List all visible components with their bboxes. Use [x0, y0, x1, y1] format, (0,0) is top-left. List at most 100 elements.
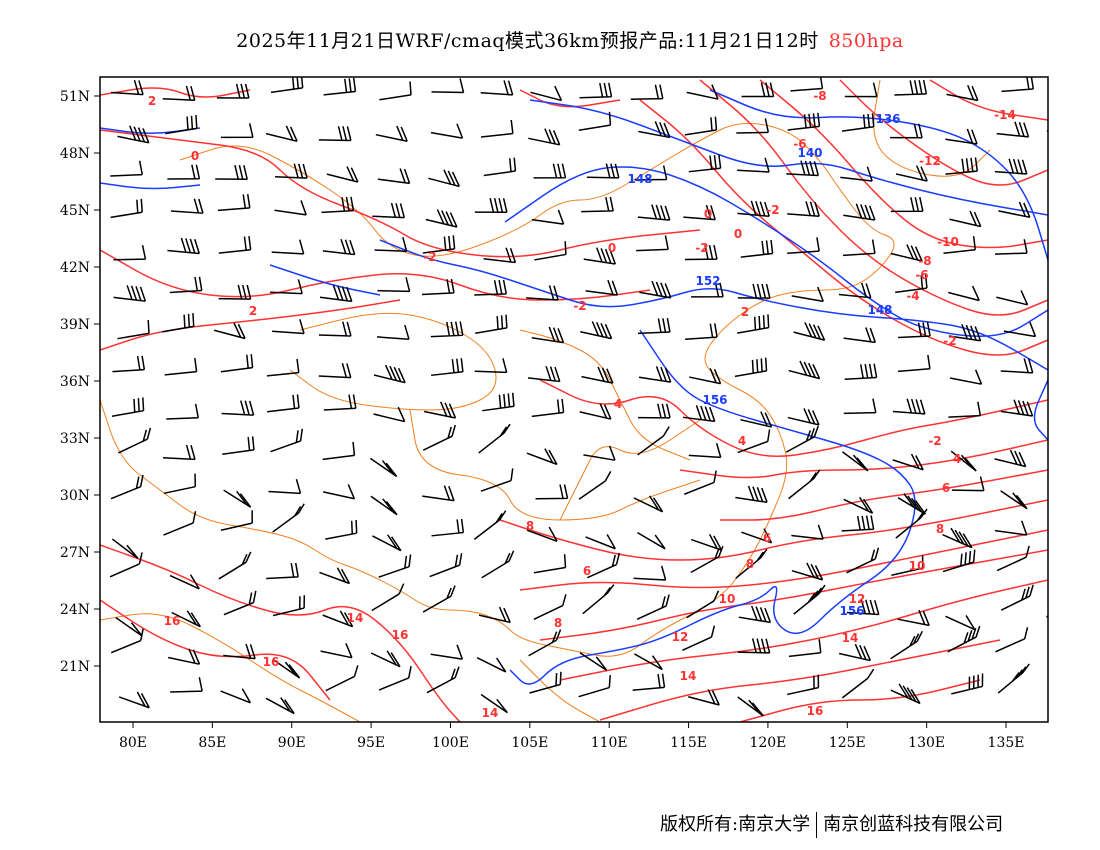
- wind-barb: [421, 278, 455, 296]
- wind-barb: [223, 489, 252, 508]
- wind-barb: [948, 401, 982, 418]
- wind-barb: [110, 474, 144, 500]
- wind-barb: [892, 398, 926, 415]
- wind-barb: [838, 282, 872, 299]
- wind-barb: [372, 534, 402, 552]
- wind-barb: [736, 118, 770, 134]
- height-label: 156: [839, 604, 864, 618]
- wind-barb: [685, 323, 718, 340]
- wind-barb: [220, 354, 254, 373]
- border-line: [289, 312, 497, 411]
- wind-barb: [741, 528, 773, 544]
- wind-barb: [793, 322, 826, 341]
- lat-tick-label: 21N: [60, 659, 90, 675]
- wind-barb: [891, 555, 924, 576]
- wind-barb: [162, 313, 195, 333]
- wind-barb: [841, 515, 875, 532]
- temperature-contour: [539, 379, 1048, 457]
- wind-barb: [1055, 637, 1087, 659]
- wind-barb: [1000, 358, 1034, 374]
- wind-barb: [1047, 377, 1048, 379]
- wind-barb: [529, 671, 562, 694]
- lon-tick-label: 110E: [591, 735, 628, 751]
- wind-barb: [634, 165, 668, 181]
- wind-barb: [322, 239, 356, 256]
- wind-barb: [166, 403, 200, 420]
- wind-barb: [586, 163, 620, 179]
- temperature-contour: [739, 679, 981, 722]
- wind-barb: [636, 594, 670, 620]
- wind-barb: [111, 538, 139, 559]
- lon-tick-label: 85E: [198, 735, 226, 751]
- lat-tick-label: 39N: [60, 317, 90, 333]
- temperature-label: -8: [813, 89, 826, 103]
- wind-barb: [637, 426, 670, 456]
- height-label: 156: [702, 393, 727, 407]
- temperature-label: 12: [672, 630, 689, 644]
- wind-barb: [945, 128, 978, 145]
- wind-barb: [422, 485, 455, 502]
- height-label: 140: [797, 146, 822, 160]
- temperature-label: -6: [793, 137, 806, 151]
- wind-barb: [580, 321, 613, 340]
- wind-barb: [846, 547, 880, 574]
- wind-barb: [1046, 129, 1048, 132]
- height-contour: [504, 166, 1048, 337]
- temperature-label: -2: [423, 250, 436, 264]
- temperature-contour: [499, 499, 1048, 561]
- wind-barb: [431, 518, 465, 537]
- wind-barb: [841, 451, 869, 472]
- wind-barb: [218, 551, 252, 580]
- wind-barb: [843, 496, 874, 514]
- wind-barb: [842, 239, 876, 257]
- wind-barb: [425, 209, 458, 228]
- temperature-label: -2: [573, 299, 586, 313]
- wind-barb: [318, 321, 352, 337]
- wind-barb: [890, 123, 923, 139]
- wind-barb: [738, 605, 772, 624]
- temperature-label: -10: [937, 235, 959, 249]
- wind-barb: [841, 668, 875, 699]
- wind-barb: [951, 476, 985, 492]
- wind-barb: [998, 201, 1031, 219]
- wind-barb: [474, 358, 508, 374]
- wind-barb: [165, 115, 198, 135]
- wind-barb: [110, 628, 144, 654]
- wind-barbs: [109, 77, 1087, 717]
- wind-barb: [994, 520, 1028, 536]
- axis-ticks: 51N 48N 45N 42N 39N 36N 33N 30N 27N 24N 21N 80E 85E 9…: [60, 89, 1025, 751]
- height-label: 136: [875, 112, 900, 126]
- height-contour: [709, 89, 1048, 261]
- wind-barb: [787, 408, 820, 426]
- border-line: [100, 613, 361, 722]
- border-line: [100, 122, 895, 657]
- wind-barb: [843, 398, 877, 415]
- wind-barb: [163, 473, 197, 495]
- wind-barb: [422, 585, 456, 613]
- wind-barb: [583, 247, 617, 265]
- temperature-contours: [100, 79, 1048, 722]
- height-contour: [269, 264, 381, 296]
- wind-barb: [526, 526, 558, 542]
- temperature-label: 16: [392, 628, 409, 642]
- wind-barb: [737, 157, 770, 173]
- wind-barb: [788, 360, 821, 380]
- temperature-label: -6: [915, 268, 928, 282]
- wind-barb: [788, 469, 821, 500]
- wind-barb: [217, 194, 251, 212]
- wind-barb: [682, 405, 716, 423]
- wind-barb: [737, 283, 771, 299]
- wind-barb: [378, 554, 412, 578]
- temperature-label: 14: [842, 631, 859, 645]
- wind-barb: [527, 365, 561, 383]
- wind-barb: [428, 169, 460, 188]
- map-title: 2025年11月21日WRF/cmaq模式36km预报产品:11月21日12时 8…: [0, 26, 1100, 53]
- temperature-label: 14: [680, 669, 697, 683]
- height-contour: [509, 329, 916, 685]
- wind-barb: [786, 674, 820, 696]
- country-borders: [100, 79, 991, 722]
- wind-barb: [895, 274, 928, 294]
- wind-barb: [994, 449, 1027, 468]
- wind-barb: [735, 485, 768, 504]
- temperature-label: 16: [263, 655, 280, 669]
